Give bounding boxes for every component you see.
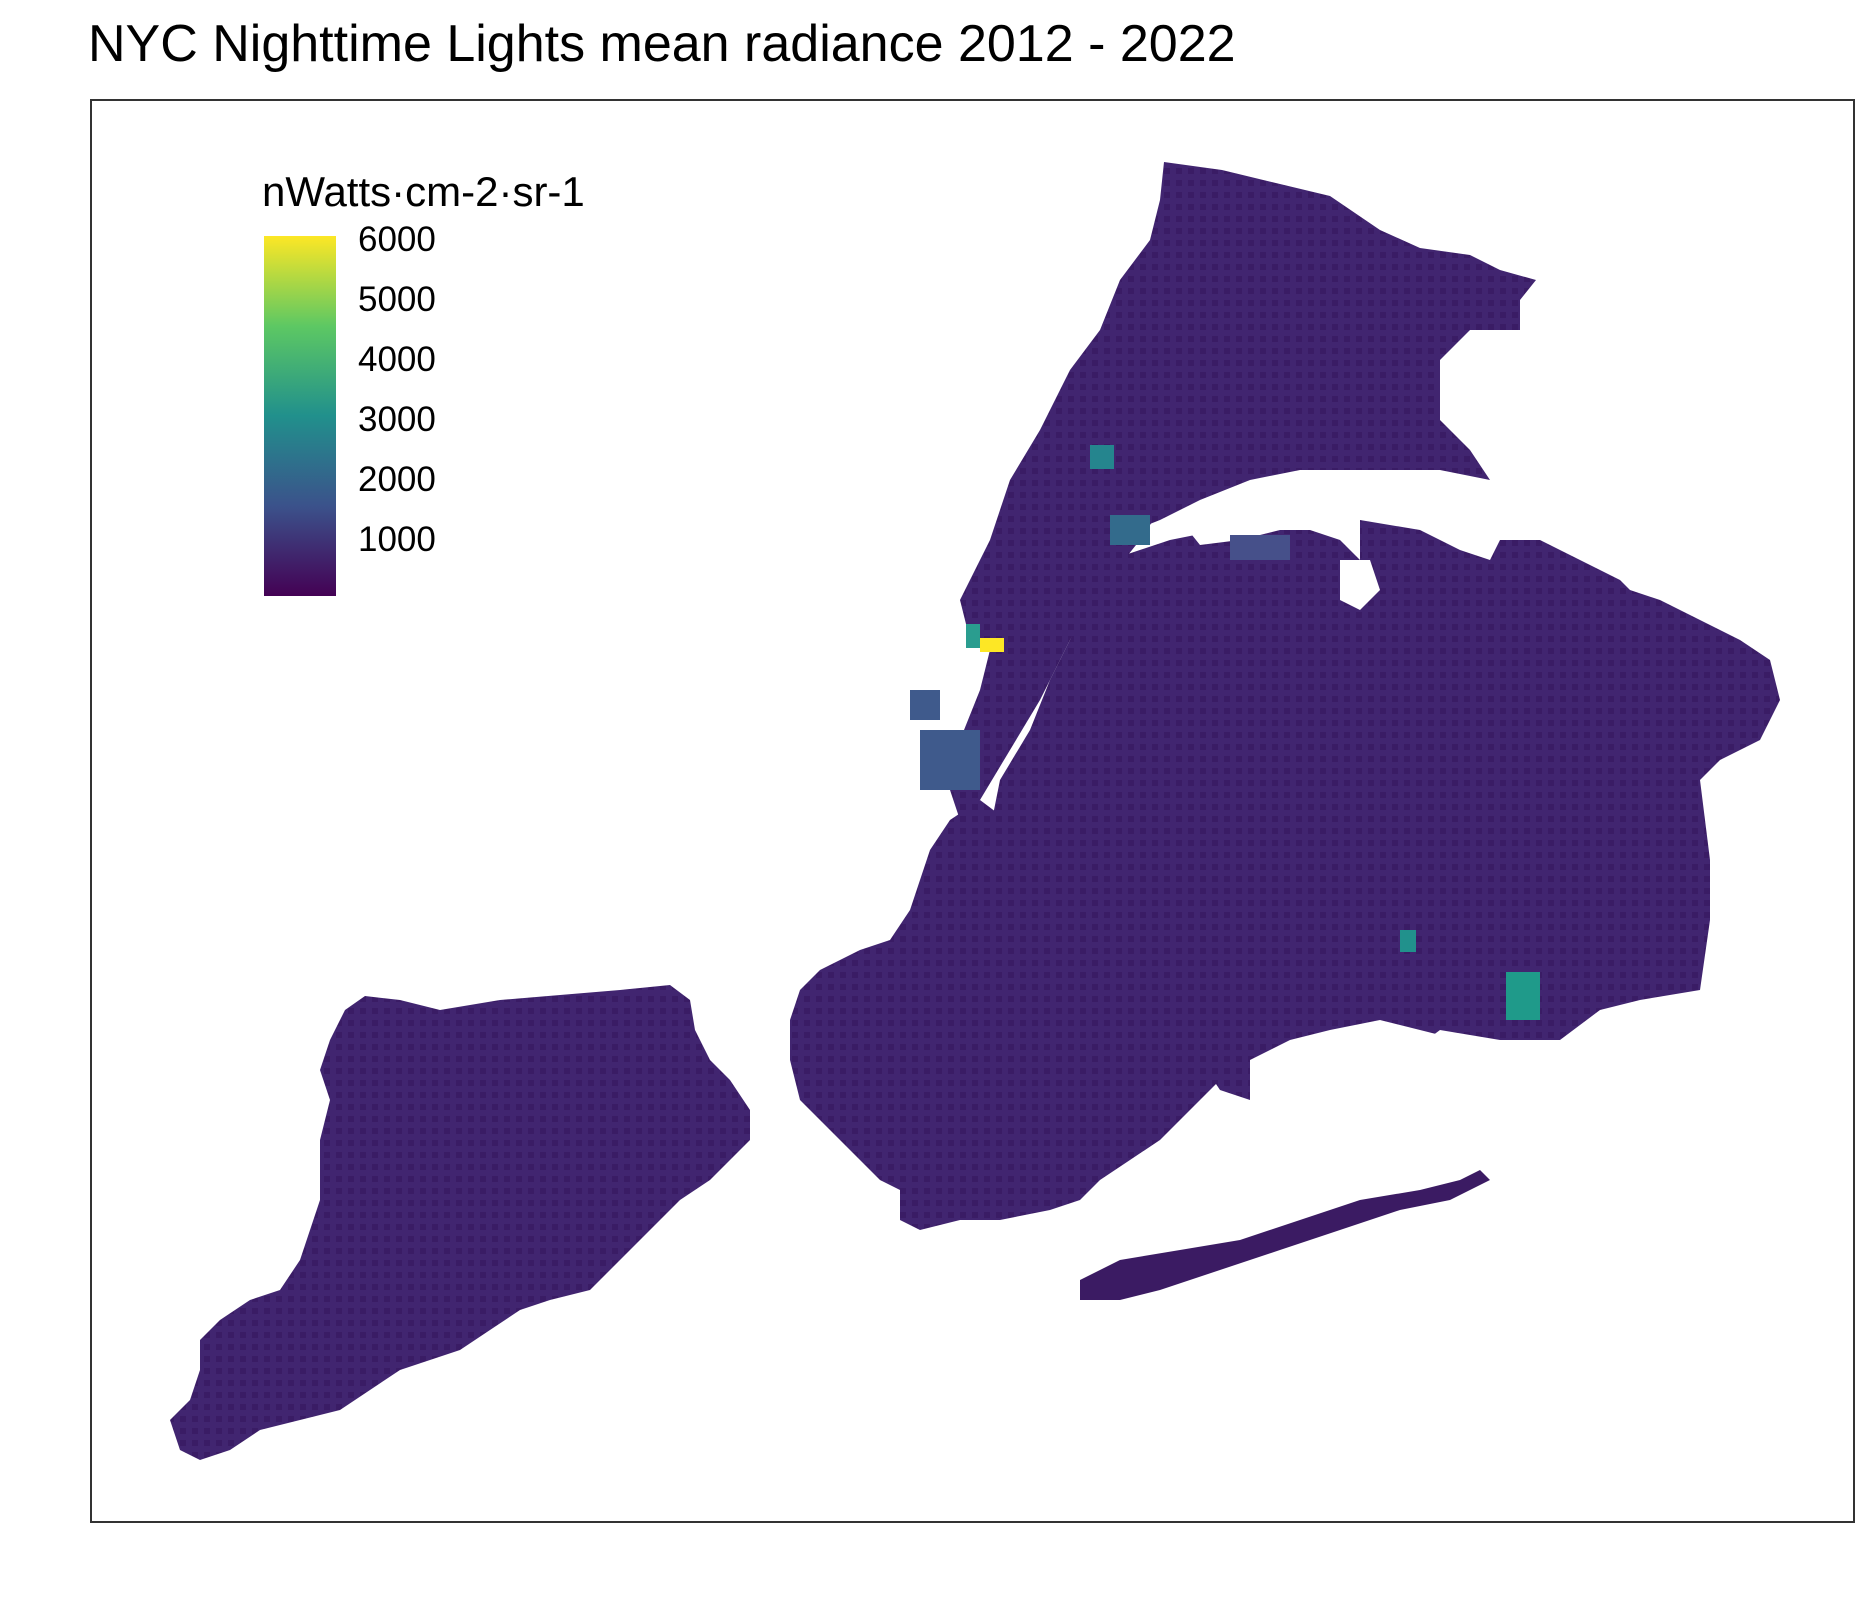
- hotspot-pixel: [1506, 972, 1540, 1020]
- hotspot-pixel: [966, 624, 980, 648]
- staten-island-region: [170, 985, 750, 1460]
- legend-title: nWatts·cm-2·sr-1: [262, 168, 585, 215]
- brooklyn-region: [790, 800, 1240, 1230]
- manhattan-region: [950, 470, 1160, 820]
- flushing-bay-water: [1340, 560, 1380, 610]
- legend-tick-label: 3000: [358, 400, 436, 439]
- hotspot-pixel: [1090, 445, 1114, 469]
- island: [920, 730, 980, 790]
- hotspot-pixel: [1110, 515, 1150, 545]
- island: [1230, 535, 1290, 560]
- hotspot-pixel: [1400, 930, 1416, 952]
- east-river-water: [1180, 505, 1330, 545]
- map-title: NYC Nighttime Lights mean radiance 2012 …: [88, 15, 1236, 73]
- legend-tick-label: 6000: [358, 220, 436, 259]
- queens-region: [990, 520, 1780, 1100]
- rockaway-region: [1080, 1170, 1490, 1300]
- legend-tick-label: 2000: [358, 460, 436, 499]
- jamaica-bay-water: [1250, 1020, 1520, 1180]
- hotspot-pixel: [980, 638, 1004, 652]
- legend-tick-label: 5000: [358, 280, 436, 319]
- legend-colorbar: [264, 236, 336, 596]
- island: [910, 690, 940, 720]
- legend-tick-label: 1000: [358, 520, 436, 559]
- legend-tick-label: 4000: [358, 340, 436, 379]
